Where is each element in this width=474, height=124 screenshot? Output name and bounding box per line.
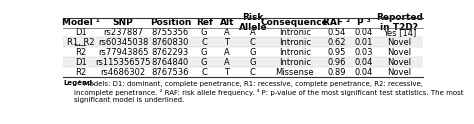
Text: C: C	[201, 67, 207, 77]
Text: Position: Position	[150, 18, 191, 27]
Bar	[63, 67, 423, 77]
Text: 8755356: 8755356	[152, 28, 189, 37]
Bar	[63, 28, 423, 37]
Bar	[63, 47, 423, 57]
Text: 0.96: 0.96	[327, 58, 346, 67]
Text: Ref: Ref	[196, 18, 213, 27]
Text: 0.89: 0.89	[327, 67, 346, 77]
Text: 0.62: 0.62	[327, 38, 346, 47]
Text: Yes [14]: Yes [14]	[383, 28, 416, 37]
Text: R2: R2	[75, 67, 86, 77]
Text: Intronic: Intronic	[279, 48, 310, 57]
Text: D1: D1	[75, 58, 87, 67]
Text: Intronic: Intronic	[279, 28, 310, 37]
Bar	[63, 37, 423, 47]
Text: rs60345038: rs60345038	[98, 38, 148, 47]
Text: C: C	[201, 38, 207, 47]
Text: 8767536: 8767536	[152, 67, 189, 77]
Text: 8760830: 8760830	[152, 38, 189, 47]
Text: T: T	[224, 38, 229, 47]
Text: 8764840: 8764840	[152, 58, 189, 67]
Text: Novel: Novel	[387, 67, 411, 77]
Text: Risk
Allele: Risk Allele	[238, 13, 267, 32]
Text: Reported
in T2D?: Reported in T2D?	[376, 13, 423, 32]
Bar	[63, 57, 423, 67]
Text: R2: R2	[75, 48, 86, 57]
Text: 0.04: 0.04	[354, 67, 373, 77]
Text: G: G	[201, 58, 208, 67]
Text: 0.03: 0.03	[354, 48, 373, 57]
Text: Intronic: Intronic	[279, 58, 310, 67]
Text: Model ¹: Model ¹	[62, 18, 100, 27]
Text: R1, R2: R1, R2	[67, 38, 94, 47]
Text: A: A	[224, 28, 230, 37]
Text: D1: D1	[75, 28, 87, 37]
Text: P ³: P ³	[356, 18, 370, 27]
Text: 0.04: 0.04	[354, 58, 373, 67]
Text: Novel: Novel	[387, 58, 411, 67]
Text: Alt: Alt	[219, 18, 234, 27]
Text: G: G	[201, 48, 208, 57]
Text: ¹ Models: D1: dominant, complete penetrance, R1: recessive, complete penetrance,: ¹ Models: D1: dominant, complete penetra…	[74, 80, 463, 103]
Text: SNP: SNP	[113, 18, 134, 27]
Text: 8762293: 8762293	[152, 48, 189, 57]
Text: rs77943865: rs77943865	[98, 48, 148, 57]
Text: T: T	[224, 67, 229, 77]
Text: 0.04: 0.04	[354, 28, 373, 37]
Text: A: A	[224, 58, 230, 67]
Text: G: G	[201, 28, 208, 37]
Text: rs237887: rs237887	[103, 28, 143, 37]
Text: C: C	[250, 67, 256, 77]
Text: rs115356575: rs115356575	[95, 58, 151, 67]
Text: Legend.: Legend.	[63, 80, 95, 86]
Text: Novel: Novel	[387, 48, 411, 57]
Text: 0.54: 0.54	[327, 28, 346, 37]
Text: C: C	[250, 38, 256, 47]
Text: Intronic: Intronic	[279, 38, 310, 47]
Text: 0.01: 0.01	[354, 38, 373, 47]
Text: G: G	[250, 48, 256, 57]
Text: A: A	[250, 28, 255, 37]
Text: A: A	[224, 48, 230, 57]
Text: rs4686302: rs4686302	[100, 67, 146, 77]
Text: Consequence: Consequence	[261, 18, 328, 27]
Text: 0.95: 0.95	[327, 48, 346, 57]
Text: G: G	[250, 58, 256, 67]
Text: Missense: Missense	[275, 67, 314, 77]
Text: RAF ²: RAF ²	[323, 18, 350, 27]
Text: Novel: Novel	[387, 38, 411, 47]
